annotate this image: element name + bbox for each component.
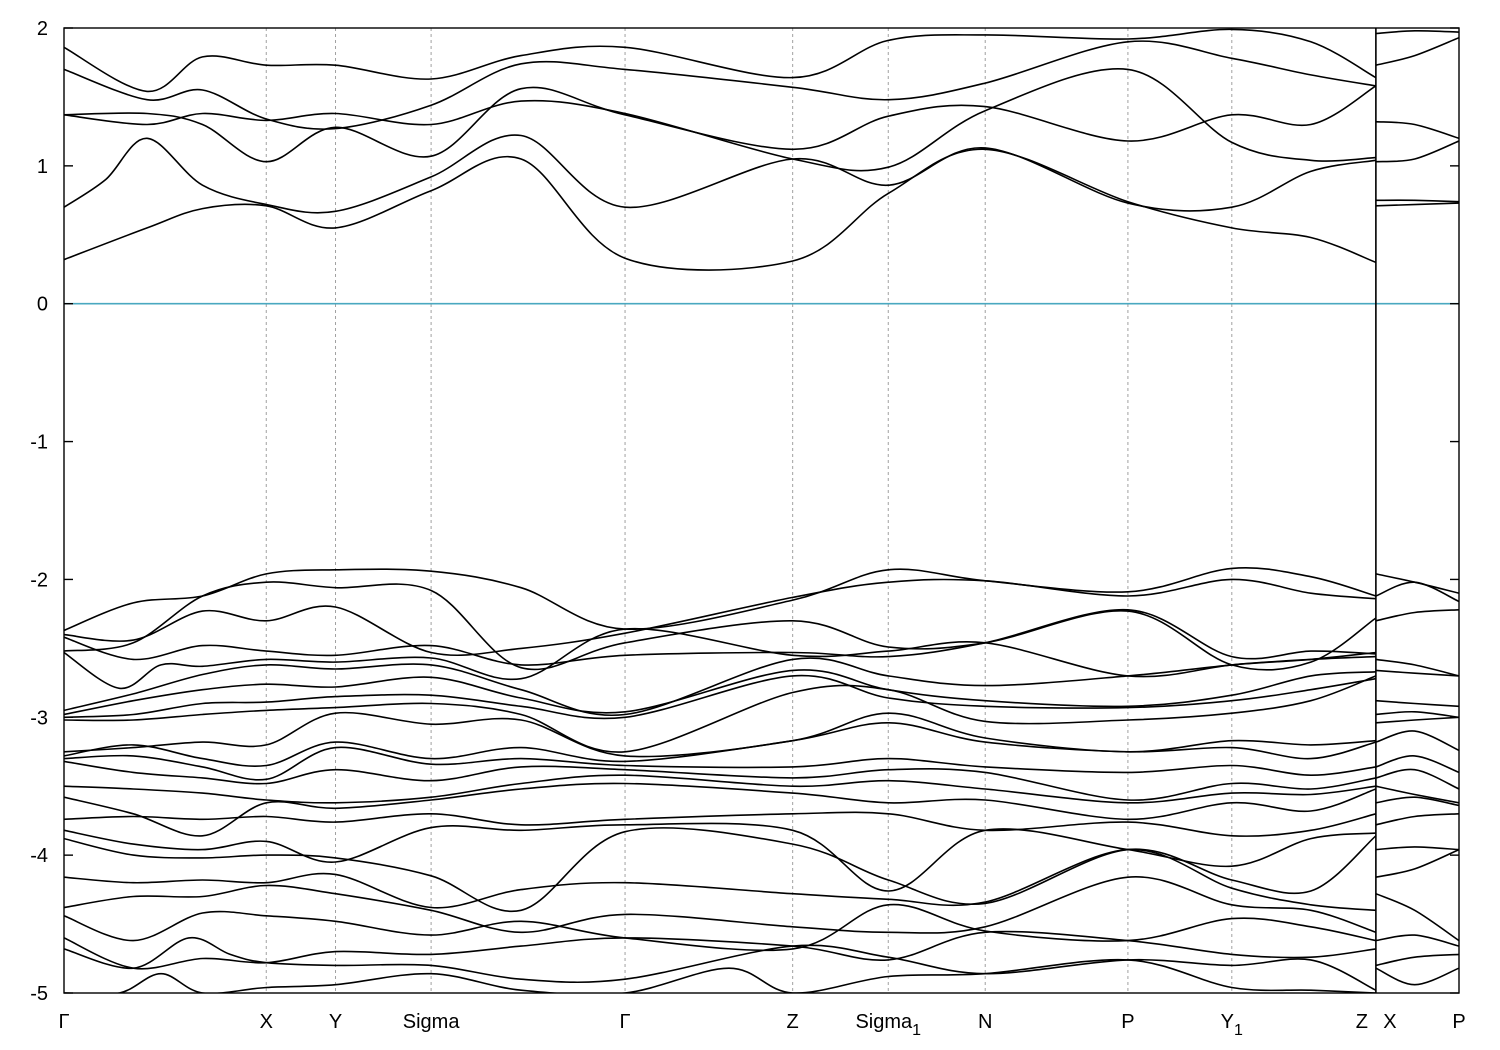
valence-band-line <box>1375 796 1459 807</box>
valence-band-line <box>1375 699 1459 708</box>
x-tick-label: Z <box>787 1011 799 1033</box>
conduction-band-line <box>64 40 1377 130</box>
x-tick-label: Z <box>1356 1011 1368 1033</box>
conduction-band-line <box>64 67 1376 172</box>
conduction-band-line <box>64 134 1377 214</box>
conduction-band-line <box>1375 120 1459 140</box>
valence-band-line <box>64 567 1377 632</box>
valence-band-line <box>64 936 1377 991</box>
x-tick-label: Γ <box>620 1011 631 1033</box>
valence-band-line <box>64 760 1377 801</box>
valence-band-line <box>64 711 1376 758</box>
valence-band-line <box>64 903 1377 952</box>
valence-band-line <box>64 876 1377 934</box>
valence-band-line <box>64 811 1377 837</box>
valence-band-line <box>1375 581 1459 603</box>
y-tick-label: 1 <box>37 156 48 178</box>
conduction-band-line <box>1375 202 1459 207</box>
conduction-band-line <box>1375 29 1459 35</box>
x-tick-subscript: 1 <box>1234 1022 1243 1039</box>
conduction-band-line <box>1375 36 1459 66</box>
valence-band-line <box>1375 609 1459 622</box>
y-tick-label: -3 <box>30 707 48 729</box>
valence-band-line <box>1375 785 1459 804</box>
valence-band-line <box>1375 953 1459 967</box>
valence-band-line <box>64 848 1376 912</box>
conduction-band-line <box>64 85 1377 163</box>
y-tick-label: -5 <box>30 983 48 1005</box>
valence-band-line <box>1375 658 1459 677</box>
valence-band-line <box>1375 846 1459 851</box>
valence-band-line <box>64 627 1376 690</box>
y-tick-label: -2 <box>30 569 48 591</box>
valence-band-line <box>1375 848 1459 878</box>
x-tick-label: Sigma <box>403 1011 461 1033</box>
valence-band-line <box>64 930 1377 970</box>
valence-band-line <box>1375 755 1459 774</box>
x-tick-label: X <box>260 1011 273 1033</box>
conduction-band-line <box>1375 140 1459 163</box>
x-tick-label: Γ <box>58 1011 69 1033</box>
valence-band-line <box>64 581 1377 671</box>
valence-band-line <box>64 608 1376 666</box>
plot-frame <box>63 27 1460 994</box>
y-axis-ticks: 2 1 0 -1 -2 -3 -4 -5 <box>30 18 1459 1005</box>
valence-band-line <box>64 674 1377 720</box>
band-lines <box>64 28 1459 993</box>
conduction-band-line <box>64 28 1377 93</box>
valence-band-line <box>1375 934 1459 947</box>
conduction-band-line <box>1375 199 1459 203</box>
valence-band-line <box>1375 730 1459 752</box>
y-tick-label: 2 <box>37 18 48 40</box>
valence-band-line <box>1375 716 1459 724</box>
y-tick-label: -1 <box>30 432 48 454</box>
x-axis-ticks: Γ X Y Sigma Γ Z Sigma1 N P Y1 Z X P <box>58 1011 1465 1039</box>
valence-band-line <box>64 958 1376 993</box>
valence-band-line <box>64 675 1377 753</box>
x-tick-label: P <box>1121 1011 1134 1033</box>
valence-band-line <box>64 827 1377 913</box>
valence-band-line <box>1375 669 1459 677</box>
x-tick-label: X <box>1383 1011 1396 1033</box>
valence-band-line <box>1375 710 1459 719</box>
x-tick-label: P <box>1452 1011 1465 1033</box>
x-tick-subscript: 1 <box>912 1022 921 1039</box>
valence-band-line <box>64 669 1376 716</box>
valence-band-line <box>64 578 1376 657</box>
valence-band-line <box>1375 967 1459 986</box>
conduction-band-line <box>64 148 1377 271</box>
x-tick-label: N <box>978 1011 992 1033</box>
valence-band-line <box>64 721 1377 767</box>
valence-band-line <box>1375 768 1459 790</box>
valence-band-line <box>1375 813 1459 826</box>
valence-band-line <box>64 746 1377 781</box>
y-tick-label: -4 <box>30 845 48 867</box>
x-tick-label: Y <box>329 1011 342 1033</box>
valence-band-line <box>1375 892 1459 942</box>
valence-band-line <box>64 782 1377 837</box>
valence-band-line <box>64 774 1377 804</box>
y-tick-label: 0 <box>37 294 48 316</box>
